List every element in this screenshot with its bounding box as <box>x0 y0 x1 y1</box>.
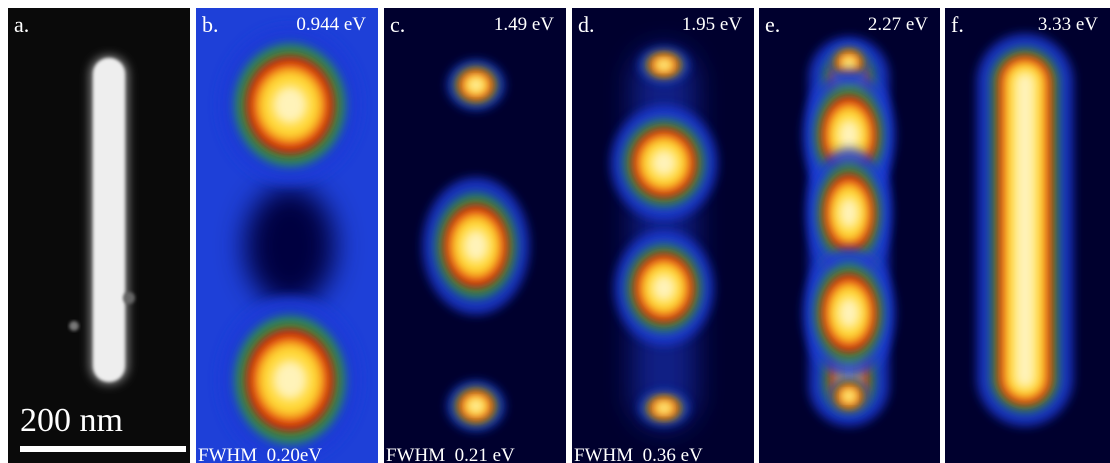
panel: b. 0.944 eV FWHM 0.20eV <box>196 8 378 463</box>
fwhm-label: FWHM 0.36 eV <box>574 445 703 463</box>
panel-label: c. <box>390 12 405 37</box>
panel: d. 1.95 eV FWHM 0.36 eV <box>572 8 754 463</box>
energy-label: 0.944 eV <box>296 14 366 35</box>
fwhm-label: FWHM 0.20eV <box>198 445 322 463</box>
panel: a. 200 nm <box>8 8 190 463</box>
energy-label: 1.49 eV <box>494 14 554 35</box>
panel: e. 2.27 eV <box>759 8 941 463</box>
panel-label: b. <box>202 12 219 37</box>
energy-label: 1.95 eV <box>682 14 742 35</box>
fwhm-label: FWHM 0.21 eV <box>386 445 515 463</box>
panel-label: e. <box>765 12 780 37</box>
energy-label: 2.27 eV <box>868 14 928 35</box>
panel-label: a. <box>14 12 29 37</box>
panel-label: d. <box>578 12 595 37</box>
panel: f. 3.33 eV <box>945 8 1110 463</box>
scale-bar-label: 200 nm <box>20 402 123 439</box>
panel: c. 1.49 eV FWHM 0.21 eV <box>384 8 566 463</box>
panel-label: f. <box>951 12 964 37</box>
energy-label: 3.33 eV <box>1038 14 1098 35</box>
figure: a. 200 nm b. 0.944 eV FWHM 0.20eV c. 1.49 eV FW… <box>0 0 1110 463</box>
